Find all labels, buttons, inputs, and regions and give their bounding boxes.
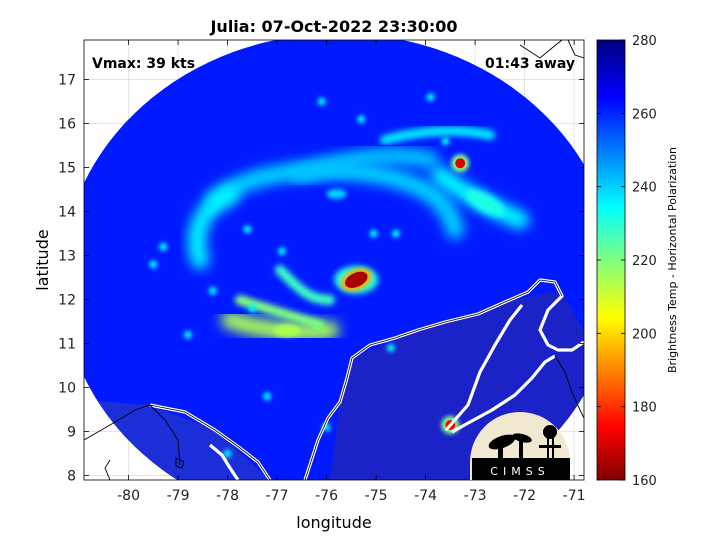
ring-band-north: [206, 161, 464, 239]
chart-title: Julia: 07-Oct-2022 23:30:00: [209, 17, 457, 36]
colorbar-tick-label: 260: [632, 107, 657, 122]
ring-band-ne: [380, 125, 495, 145]
logo-dish-icon: [488, 425, 561, 458]
convective-cell: [243, 225, 252, 234]
outer-coast: [84, 40, 584, 480]
colorbar-tick-label: 160: [632, 474, 657, 489]
x-tick-label: -71: [563, 488, 586, 504]
convective-cell: [391, 229, 400, 238]
convective-cell: [248, 304, 257, 313]
y-tick-label: 12: [58, 293, 76, 309]
convection-features: [149, 93, 529, 458]
feature-ring: [326, 189, 347, 199]
x-tick-label: -77: [266, 488, 289, 504]
southwest-band-inner: [235, 295, 325, 330]
convective-cell: [183, 330, 192, 339]
convective-cell: [149, 260, 158, 269]
convective-cell: [223, 449, 232, 458]
y-tick-label: 15: [58, 161, 76, 177]
y-tick-label: 13: [58, 249, 76, 265]
convective-cell: [386, 344, 395, 352]
colorbar-tick-label: 220: [632, 254, 657, 269]
logo-text: CIMSS: [490, 465, 549, 478]
swath-fill: [84, 40, 584, 480]
y-tick-label: 8: [67, 469, 76, 485]
y-tick-label: 10: [58, 381, 76, 397]
y-axis: 8 9 10 11 12 13 14 15 16 17: [58, 73, 584, 485]
y-tick-label: 9: [67, 425, 76, 441]
colorbar-tick-label: 200: [632, 327, 657, 342]
plot-frame: [83, 39, 585, 481]
swath: [84, 40, 584, 480]
x-tick-label: -80: [117, 488, 140, 504]
ring-band-outer: [291, 147, 439, 184]
colorbar-label: Brightness Temp - Horizontal Polarizatio…: [666, 147, 679, 373]
y-tick-label: 16: [58, 117, 76, 133]
logo-band: [472, 458, 570, 480]
x-axis: -80 -79 -78 -77 -76 -75 -74 -73 -72 -71: [117, 40, 586, 504]
convective-cell: [369, 229, 378, 238]
feature-northeast-band: [465, 189, 505, 217]
convective-cell: [263, 392, 272, 401]
x-tick-label: -76: [315, 488, 338, 504]
y-tick-label: 14: [58, 205, 76, 221]
convective-cell: [208, 286, 217, 295]
x-tick-label: -73: [464, 488, 487, 504]
colorbar: 160 180 200 220 240 260 280 Brightness Temp - …: [596, 34, 679, 489]
y-tick-label: 11: [58, 337, 76, 353]
convective-cell: [357, 115, 366, 124]
colorbar-gradient: [596, 39, 626, 481]
feature-northeast-spot: [451, 154, 470, 173]
colorbar-tick-label: 180: [632, 401, 657, 416]
x-tick-label: -79: [167, 488, 190, 504]
convective-cell: [426, 93, 435, 102]
colorbar-ticks: 160 180 200 220 240 260 280: [597, 34, 657, 489]
convective-cell: [317, 97, 326, 106]
coastline-black: [149, 279, 563, 480]
plot-area: [84, 40, 584, 480]
feature-core: [334, 265, 379, 294]
x-tick-label: -78: [216, 488, 239, 504]
ring-band-west: [187, 186, 239, 269]
cimss-logo: CIMSS: [470, 412, 570, 480]
feature-southwest-band: [272, 324, 301, 337]
colorbar-tick-label: 280: [632, 34, 657, 49]
convective-cell: [441, 137, 450, 146]
time-away-label: 01:43 away: [485, 56, 575, 72]
x-tick-label: -72: [513, 488, 536, 504]
convective-cell: [278, 247, 287, 256]
x-tick-label: -75: [365, 488, 388, 504]
x-tick-label: -74: [414, 488, 437, 504]
y-axis-label: latitude: [33, 229, 52, 290]
y-tick-label: 17: [58, 73, 76, 89]
x-axis-label: longitude: [296, 513, 371, 532]
inner-band: [275, 265, 335, 305]
vmax-label: Vmax: 39 kts: [92, 56, 195, 72]
convective-cell: [159, 242, 168, 251]
colorbar-tick-label: 240: [632, 181, 657, 196]
land-outline: [149, 278, 584, 480]
